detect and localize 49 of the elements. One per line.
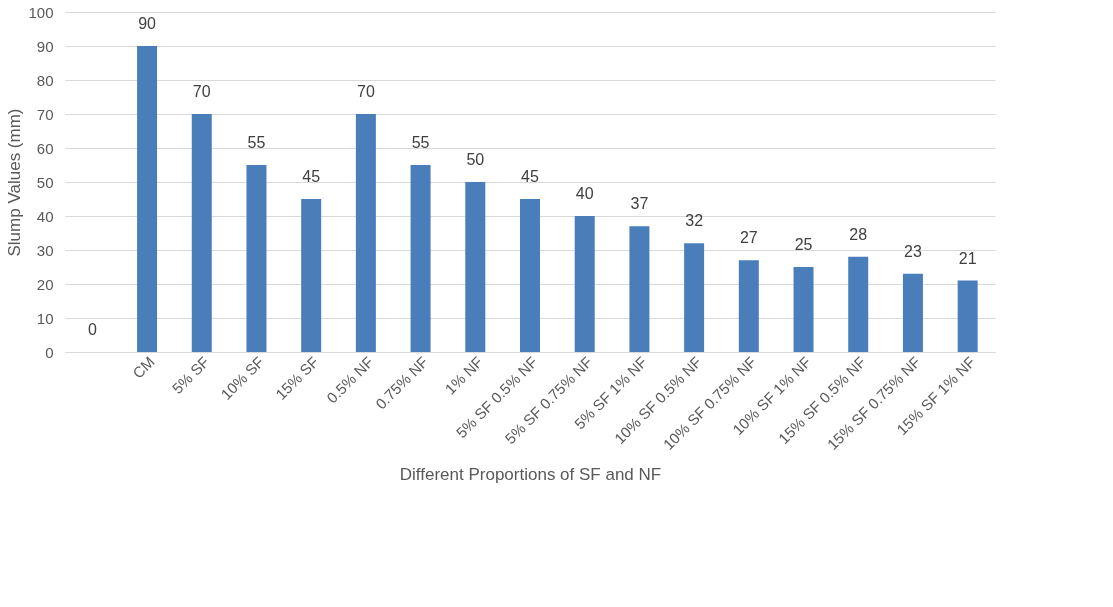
y-tick-label: 70 (36, 105, 54, 123)
bar (355, 114, 376, 352)
data-label: 37 (630, 195, 649, 213)
y-tick-label: 20 (36, 275, 54, 293)
data-label: 27 (739, 229, 758, 247)
bar (410, 165, 431, 352)
bar (738, 260, 759, 352)
data-label: 40 (575, 185, 594, 202)
data-label: 23 (904, 242, 922, 260)
bar (137, 46, 158, 352)
data-label: 45 (302, 168, 321, 185)
y-tick-label: 30 (36, 241, 54, 259)
data-label: 55 (411, 134, 430, 151)
x-tick-label: CM (129, 353, 158, 382)
bar (848, 256, 869, 352)
data-label: 32 (685, 212, 704, 230)
bar (793, 267, 814, 352)
data-label: 70 (356, 83, 375, 100)
data-label: 28 (849, 225, 868, 243)
bar (520, 199, 540, 352)
y-tick-label: 80 (36, 71, 54, 89)
bar (957, 280, 978, 352)
data-label: 70 (192, 83, 211, 100)
bar (574, 216, 595, 352)
x-tick-label: 1% NF (441, 353, 486, 398)
y-tick-label: 60 (36, 139, 54, 157)
bar (301, 199, 322, 352)
data-label: 0 (87, 321, 97, 338)
y-axis-title: Slump Values (mm) (5, 108, 25, 257)
y-tick-label: 40 (36, 207, 54, 225)
y-tick-label: 90 (36, 37, 54, 55)
y-tick-label: 10 (36, 309, 54, 327)
bar (465, 182, 486, 352)
x-tick-label: 5% SF (168, 353, 213, 397)
bar (684, 243, 705, 352)
data-label: 25 (794, 236, 813, 253)
bar (629, 226, 650, 352)
bar (902, 273, 923, 352)
x-axis-title: Different Proportions of SF and NF (399, 464, 662, 484)
data-label: 55 (247, 134, 266, 151)
data-label: 21 (958, 249, 977, 267)
data-label: 45 (521, 168, 539, 185)
bar (191, 114, 212, 352)
bar (246, 165, 267, 352)
y-tick-label: 0 (45, 343, 54, 361)
data-label: 90 (138, 15, 157, 32)
y-tick-label: 50 (36, 173, 54, 191)
data-label: 50 (466, 151, 485, 168)
y-tick-label: 100 (28, 3, 54, 21)
